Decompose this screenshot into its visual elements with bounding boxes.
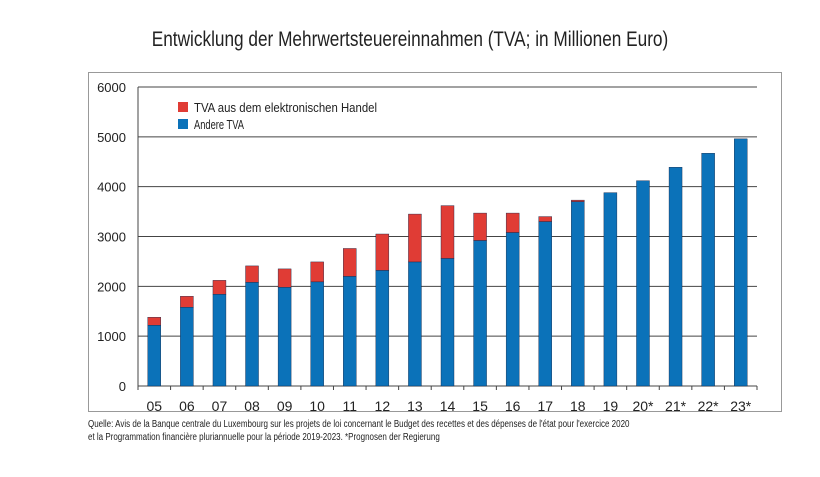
y-tick-label: 0 [119,379,126,394]
bar-andere-tva-17 [538,221,552,387]
y-tick-label: 6000 [97,80,126,95]
x-tick-label: 18 [570,398,586,414]
bar-e-commerce-tva-10 [310,261,324,283]
y-tick-label: 5000 [97,130,126,145]
x-tick-label: 14 [440,398,456,414]
bar-e-commerce-tva-09 [277,268,292,288]
x-tick-label: 15 [472,398,488,414]
bar-andere-tva-09 [277,287,292,387]
y-tick-label: 2000 [97,279,126,294]
chart-frame [88,72,782,412]
bar-e-commerce-tva-18 [571,199,585,202]
chart-title: Entwicklung der Mehrwertsteuereinnahmen … [151,28,669,51]
x-tick-label: 06 [179,398,195,414]
x-tick-label: 19 [603,398,619,414]
y-tick-label: 1000 [97,329,126,344]
x-tick-label: 21* [665,398,687,414]
bar-e-commerce-tva-08 [245,265,259,283]
legend-swatch [178,102,188,112]
bar-andere-tva-22* [701,153,715,387]
x-tick-label: 16 [505,398,521,414]
bar-andere-tva-13 [408,261,422,387]
bar-andere-tva-19 [603,192,618,387]
bar-e-commerce-tva-15 [473,212,487,241]
x-tick-label: 23* [730,398,752,414]
x-tick-label: 09 [277,398,293,414]
x-tick-label: 17 [537,398,553,414]
bar-e-commerce-tva-16 [505,212,520,233]
bar-e-commerce-tva-05 [147,317,161,326]
bar-andere-tva-14 [440,258,455,387]
bar-e-commerce-tva-11 [343,248,357,277]
bar-andere-tva-11 [343,276,357,387]
y-tick-label: 3000 [97,230,126,245]
legend-label: Andere TVA [194,117,244,132]
bar-andere-tva-18 [571,201,585,387]
bar-andere-tva-20* [636,180,650,387]
bar-andere-tva-10 [310,281,324,387]
bar-andere-tva-23* [734,138,748,387]
bar-e-commerce-tva-07 [212,280,227,295]
x-tick-label: 08 [244,398,260,414]
bar-andere-tva-16 [505,232,520,387]
bar-e-commerce-tva-06 [180,296,194,308]
bar-andere-tva-08 [245,282,259,387]
bar-e-commerce-tva-13 [408,213,422,263]
bar-andere-tva-21* [668,167,683,387]
legend-swatch [178,119,188,129]
x-tick-label: 20* [632,398,654,414]
bar-e-commerce-tva-17 [538,216,552,222]
x-tick-label: 07 [212,398,228,414]
bar-andere-tva-06 [180,307,194,387]
x-tick-label: 11 [342,398,357,414]
bar-andere-tva-12 [375,270,390,387]
x-tick-label: 12 [375,398,391,414]
bar-e-commerce-tva-14 [440,205,455,259]
bar-andere-tva-15 [473,240,487,387]
bar-e-commerce-tva-12 [375,233,390,271]
x-tick-label: 05 [147,398,163,414]
x-tick-label: 13 [407,398,423,414]
bar-andere-tva-05 [147,325,161,387]
legend-label: TVA aus dem elektronischen Handel [194,100,377,115]
x-tick-label: 10 [309,398,325,414]
bar-andere-tva-07 [212,294,227,387]
x-tick-label: 22* [698,398,720,414]
source-line-1: Quelle: Avis de la Banque centrale du Lu… [88,419,630,430]
source-line-2: et la Programmation financière pluriannu… [88,432,440,443]
y-tick-label: 4000 [97,180,126,195]
